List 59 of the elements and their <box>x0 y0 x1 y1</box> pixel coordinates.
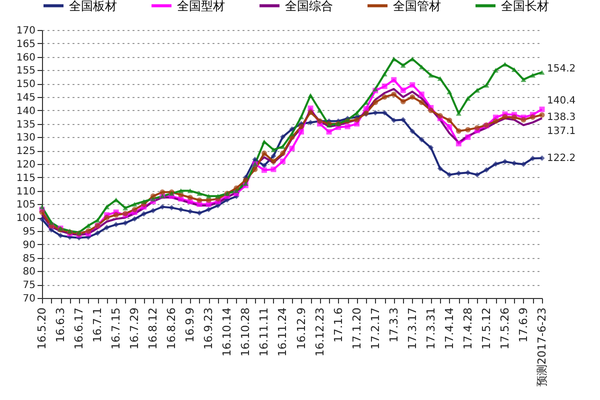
y-tick-label: 75 <box>22 280 36 292</box>
x-tick-label: 17.4.28 <box>461 308 474 350</box>
x-tick-label: 17.5.12 <box>480 308 493 350</box>
y-tick-label: 135 <box>16 119 36 130</box>
x-tick-label: 16.9.9 <box>184 308 197 342</box>
y-tick-label: 160 <box>16 52 36 64</box>
x-tick-label: 17.3.31 <box>424 308 438 350</box>
x-tick-label: 17.1.20 <box>350 308 364 350</box>
y-tick-label: 145 <box>16 92 36 104</box>
y-tick-label: 105 <box>16 200 36 211</box>
x-tick-label: 17.5.26 <box>498 308 512 350</box>
legend-label: 全国管材 <box>393 0 441 13</box>
y-tick-label: 130 <box>16 132 36 144</box>
y-tick-label: 70 <box>22 294 36 304</box>
x-tick-label: 16.11.11 <box>258 308 271 356</box>
y-tick-label: 125 <box>16 146 36 158</box>
y-tick-label: 90 <box>22 240 36 251</box>
y-tick-label: 85 <box>22 253 36 264</box>
y-tick-label: 140 <box>16 106 36 117</box>
y-tick-label: 80 <box>22 266 36 278</box>
y-tick-label: 155 <box>16 66 36 77</box>
y-tick-label: 110 <box>16 186 36 198</box>
y-tick-label: 150 <box>16 79 36 90</box>
x-tick-label: 17.6.9 <box>516 308 530 342</box>
y-tick-label: 100 <box>16 213 36 224</box>
x-tick-label: 16.10.28 <box>239 308 252 356</box>
data-label: 122.2 <box>547 153 576 164</box>
x-tick-label: 16.12.9 <box>294 308 308 350</box>
x-tick-label: 16.7.29 <box>128 308 142 350</box>
y-tick-label: 170 <box>16 26 36 36</box>
data-label: 137.1 <box>547 126 576 138</box>
x-tick-label: 16.12.23 <box>313 308 326 356</box>
x-tick-label: 16.11.24 <box>276 308 290 356</box>
x-tick-label: 16.9.23 <box>202 308 216 350</box>
legend-label: 全国板材 <box>69 0 117 13</box>
x-tick-label: 17.4.14 <box>442 308 456 350</box>
legend-label: 全国综合 <box>285 0 333 13</box>
x-tick-label: 16.5.20 <box>36 308 48 350</box>
x-tick-label: 16.8.12 <box>146 308 160 350</box>
x-tick-label: 16.10.14 <box>220 308 234 356</box>
data-label: 140.4 <box>547 95 576 106</box>
data-label: 138.3 <box>547 112 576 123</box>
y-tick-label: 95 <box>22 226 36 238</box>
x-tick-label: 16.8.26 <box>165 308 178 350</box>
legend-label: 全国长材 <box>501 0 549 13</box>
y-tick-label: 120 <box>16 160 36 170</box>
x-tick-label: 16.6.3 <box>54 308 68 342</box>
x-tick-label: 17.3.17 <box>406 308 419 350</box>
y-tick-label: 165 <box>16 38 36 50</box>
x-tick-label: 16.6.17 <box>72 308 86 350</box>
x-tick-label: 16.7.1 <box>91 308 104 342</box>
data-label: 154.2 <box>547 63 576 74</box>
x-tick-label: 17.3.3 <box>387 308 400 342</box>
legend-label: 全国型材 <box>177 0 225 13</box>
x-tick-label: 预测2017-6-23 <box>536 308 548 386</box>
x-tick-label: 17.2.17 <box>368 308 382 350</box>
y-tick-label: 115 <box>16 172 36 184</box>
x-tick-label: 17.1.6 <box>332 308 345 342</box>
x-tick-label: 16.7.15 <box>110 308 123 350</box>
